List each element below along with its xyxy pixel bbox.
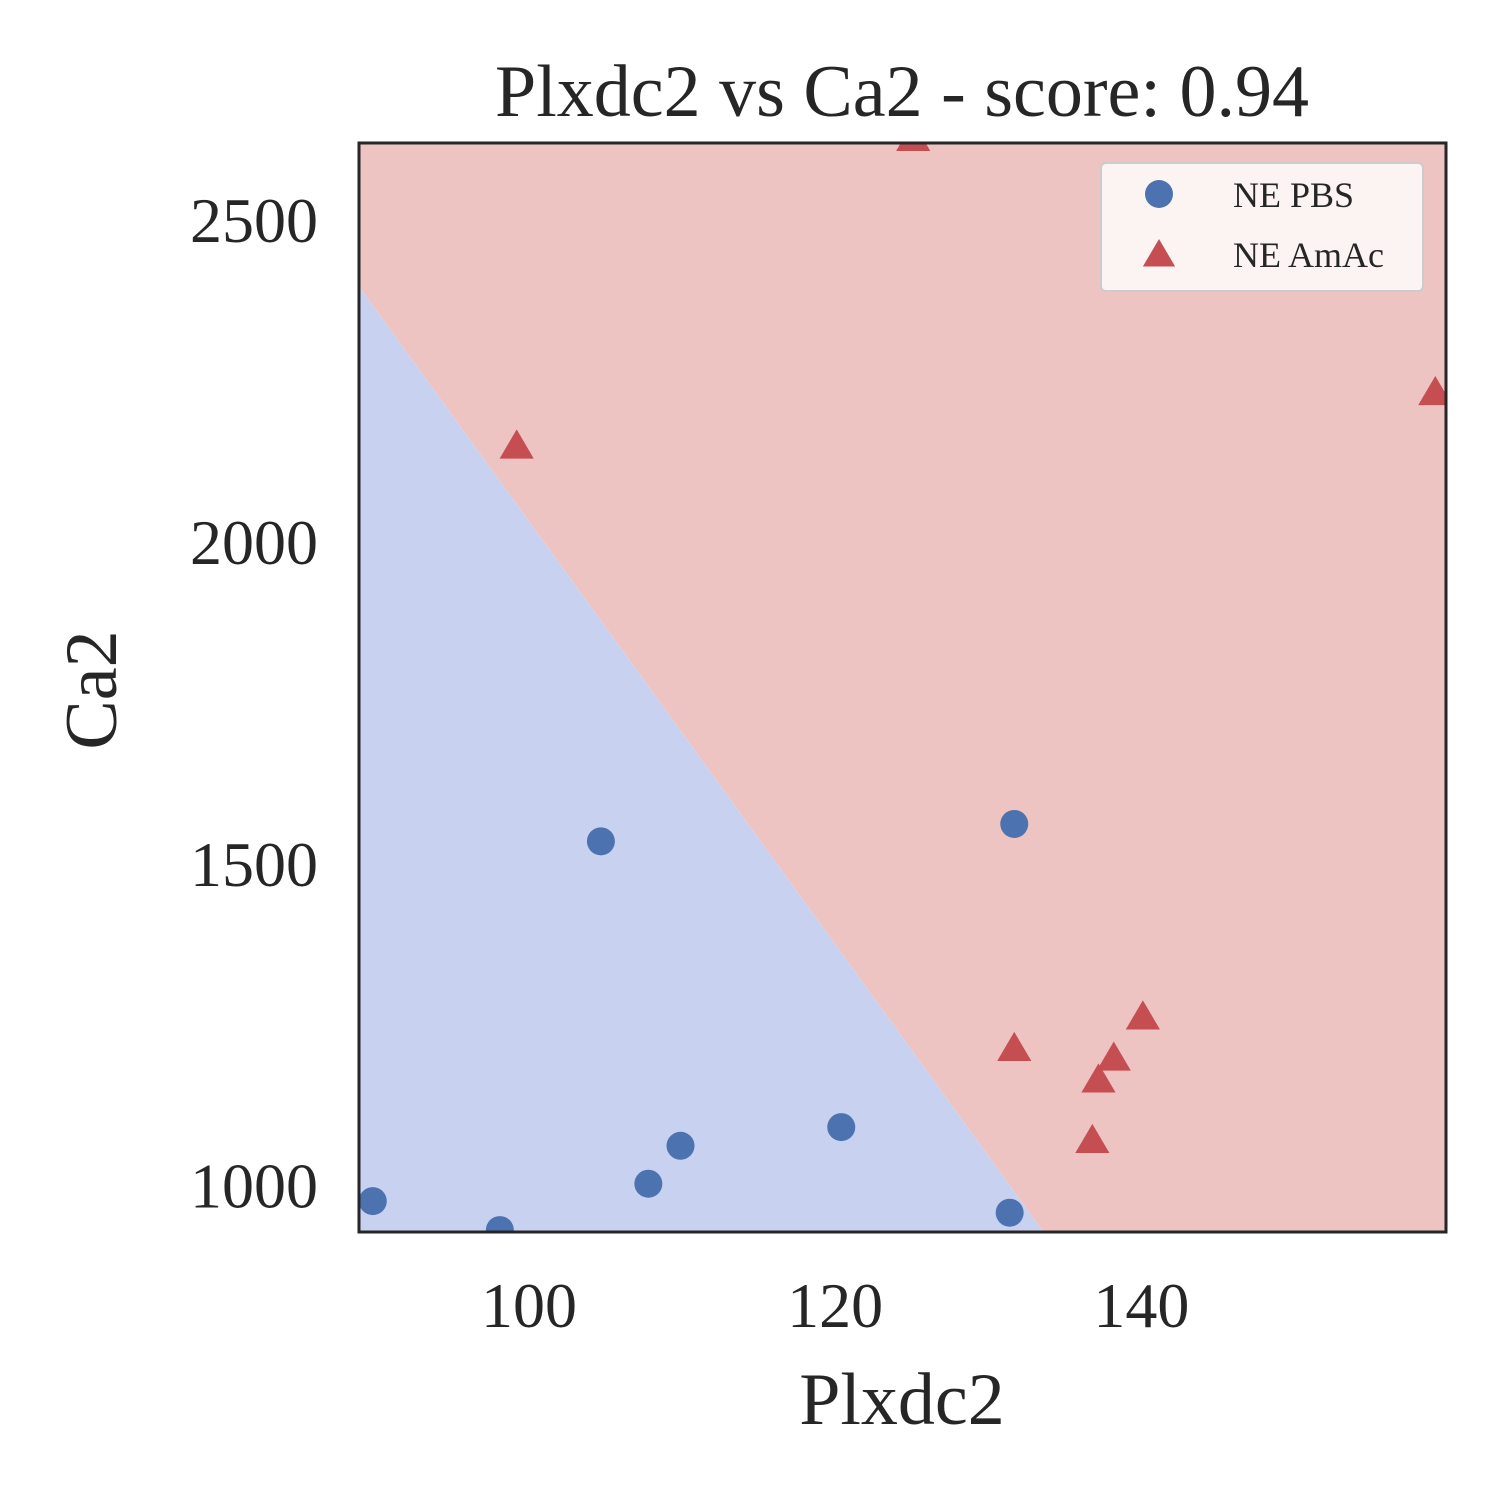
legend-marker-ne-amac: [1142, 239, 1176, 267]
point-ne-amac-1: [499, 429, 534, 459]
y-tick-label: 2500: [190, 185, 318, 256]
y-axis-ticks: 1000 1500 2000 2500: [190, 185, 318, 1221]
point-ne-amac-6: [1096, 1041, 1131, 1071]
data-points: [359, 143, 1446, 1232]
legend-label-ne-pbs: NE PBS: [1233, 175, 1354, 215]
chart-title: Plxdc2 vs Ca2 - score: 0.94: [495, 51, 1309, 133]
point-ne-pbs-1: [359, 1187, 387, 1216]
legend: NE PBS NE AmAc: [1100, 162, 1424, 292]
x-tick-label: 140: [1093, 1270, 1189, 1341]
x-tick-label: 100: [481, 1270, 577, 1341]
legend-marker-ne-pbs: [1145, 180, 1173, 208]
point-ne-amac-7: [1125, 1000, 1160, 1030]
point-ne-amac-3: [997, 1031, 1032, 1062]
point-ne-pbs-6: [827, 1113, 856, 1142]
y-tick-label: 2000: [190, 507, 318, 578]
x-axis-ticks: 100 120 140: [481, 1270, 1189, 1341]
y-tick-label: 1000: [190, 1151, 318, 1222]
plot-frame: [357, 141, 1448, 1234]
point-ne-amac-2: [896, 143, 931, 151]
plot-area: [359, 143, 1446, 1232]
decision-region-ne-amac: [359, 143, 1446, 1232]
y-axis-label: Ca2: [51, 630, 133, 749]
point-ne-pbs-7: [995, 1198, 1024, 1227]
y-tick-label: 1500: [190, 829, 318, 900]
point-ne-pbs-3: [586, 827, 615, 856]
point-ne-pbs-8: [1000, 809, 1029, 838]
point-ne-amac-8: [1418, 376, 1446, 406]
point-ne-pbs-4: [634, 1169, 663, 1198]
point-ne-pbs-5: [666, 1131, 695, 1160]
legend-label-ne-amac: NE AmAc: [1233, 235, 1384, 275]
decision-region-ne-pbs: [359, 286, 1044, 1232]
x-axis-label: Plxdc2: [799, 1359, 1005, 1441]
x-tick-label: 120: [787, 1270, 883, 1341]
legend-box: [1100, 162, 1424, 292]
point-ne-amac-5: [1081, 1063, 1116, 1093]
point-ne-pbs-2: [485, 1216, 514, 1232]
point-ne-amac-4: [1075, 1123, 1110, 1154]
